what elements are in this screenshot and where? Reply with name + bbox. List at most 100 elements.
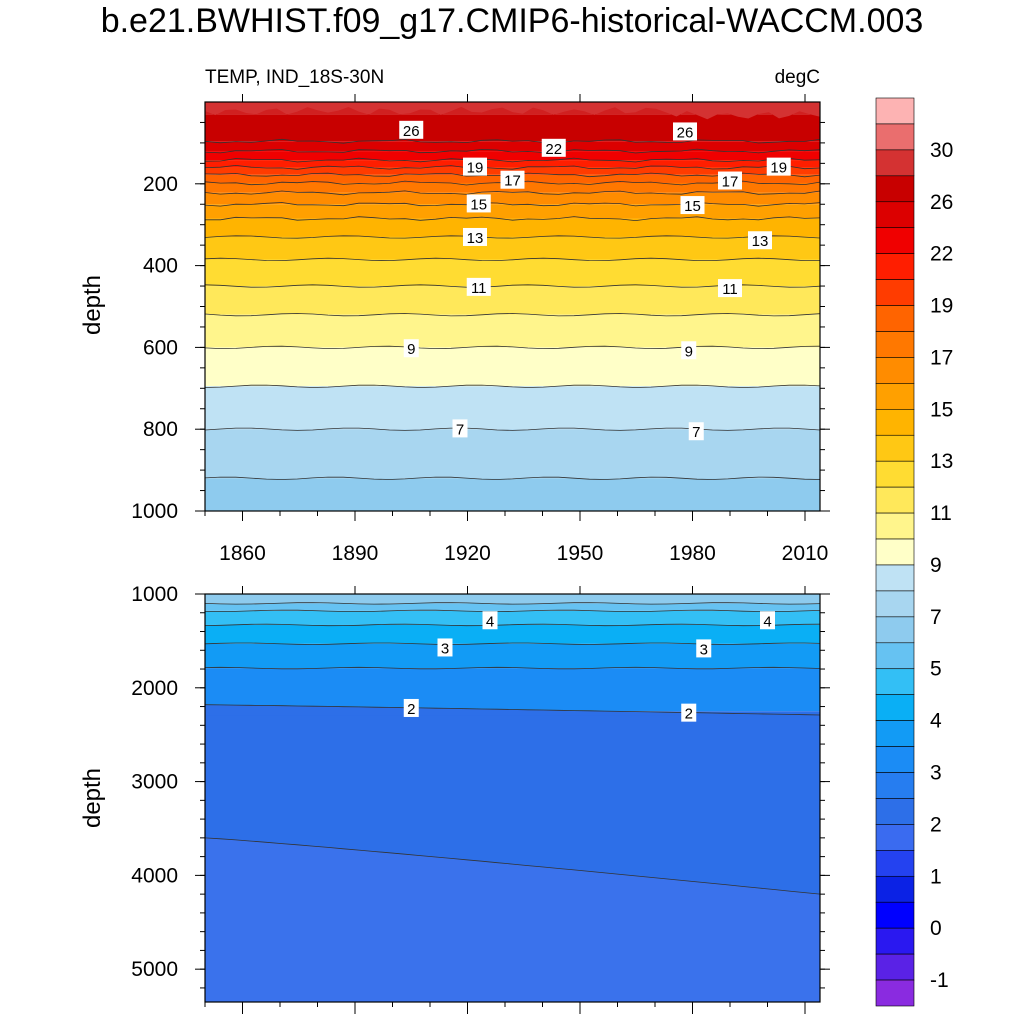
- contour-label-box: [696, 639, 712, 658]
- colorbar-swatch: [875, 927, 915, 955]
- contour-label: 4: [486, 613, 494, 630]
- colorbar-swatch: [875, 227, 915, 254]
- contour-label: 7: [456, 421, 464, 438]
- contour-label-box: [541, 138, 566, 157]
- contour-label: 13: [467, 230, 484, 247]
- upper-band: [205, 192, 820, 205]
- lower-band: [205, 603, 820, 611]
- colorbar-swatch: [875, 434, 915, 462]
- colorbar-swatch: [875, 642, 915, 670]
- colorbar-label: 1: [930, 865, 942, 888]
- contour-label-box: [463, 157, 487, 176]
- lower-plot-frame: [204, 593, 821, 1003]
- colorbar-swatch: [875, 798, 915, 825]
- contour-label-box: [403, 698, 419, 717]
- contour-label: 15: [684, 198, 701, 215]
- lower-contour-line: [204, 623, 821, 627]
- upper-contour-line: [204, 201, 821, 207]
- lower-band: [205, 594, 820, 604]
- colorbar-label: 2: [930, 813, 942, 836]
- x-tick-label: 1950: [557, 542, 604, 565]
- colorbar-swatch: [875, 694, 915, 721]
- upper-contour-line: [204, 384, 821, 388]
- colorbar-swatch: [875, 512, 915, 540]
- y-tick-label: 4000: [131, 864, 178, 887]
- upper-contour-line: [204, 284, 821, 288]
- upper-band: [205, 347, 820, 387]
- contour-label: 17: [722, 174, 739, 191]
- colorbar-swatch: [875, 486, 915, 514]
- lower-contour-line: [204, 704, 821, 716]
- y-tick-label: 5000: [131, 958, 178, 981]
- colorbar-label: 9: [930, 554, 942, 577]
- lower-band: [205, 610, 820, 625]
- colorbar-label: 15: [930, 398, 953, 421]
- contour-label: 26: [403, 123, 420, 140]
- x-tick-label: 2010: [782, 542, 829, 565]
- contour-label-box: [748, 231, 772, 250]
- lower-band: [205, 643, 820, 669]
- contour-label-box: [403, 339, 419, 358]
- y-tick-label: 400: [143, 255, 178, 278]
- upper-band: [205, 286, 820, 315]
- y-tick-label: 1000: [131, 583, 178, 606]
- colorbar-label: 17: [930, 346, 953, 369]
- lower-contour-line: [204, 666, 821, 670]
- colorbar-swatch: [875, 720, 915, 747]
- colorbar-swatch: [875, 409, 915, 436]
- upper-band: [205, 151, 820, 161]
- contour-label-box: [482, 611, 498, 630]
- upper-band: [205, 236, 820, 260]
- colorbar-swatch: [875, 97, 915, 125]
- upper-band: [205, 314, 820, 348]
- upper-contour-line: [204, 345, 821, 350]
- contour-label: 2: [685, 706, 693, 723]
- upper-contour-line: [204, 148, 821, 154]
- colorbar-swatch: [875, 123, 915, 151]
- lower-band: [205, 624, 820, 644]
- colorbar-label: 5: [930, 658, 942, 681]
- colorbar-swatch: [875, 953, 915, 981]
- contour-label-box: [766, 157, 791, 176]
- lower-contour-line: [204, 642, 821, 645]
- lower-y-axis-title: depth: [79, 768, 106, 828]
- upper-contour-line: [204, 235, 821, 239]
- contour-label-box: [688, 422, 704, 441]
- contour-label: 22: [545, 141, 562, 158]
- colorbar-swatch: [875, 616, 915, 644]
- contour-label: 9: [407, 341, 415, 358]
- colorbar-swatch: [875, 149, 915, 177]
- colorbar-swatch: [875, 460, 915, 488]
- colorbar-swatch: [875, 979, 915, 1007]
- y-tick-label: 600: [143, 336, 178, 359]
- contour-label: 19: [467, 160, 484, 177]
- upper-contour-line: [204, 138, 821, 144]
- upper-contour-line: [204, 257, 820, 262]
- upper-contour-line: [204, 427, 821, 431]
- contour-label: 11: [471, 280, 487, 297]
- y-tick-label: 800: [143, 418, 178, 441]
- colorbar-swatch: [875, 331, 915, 358]
- contour-label-box: [718, 171, 742, 190]
- colorbar-swatch: [875, 875, 915, 903]
- contour-label: 2: [407, 701, 415, 718]
- variable-region-label: TEMP, IND_18S-30N: [205, 67, 384, 88]
- upper-band: [205, 259, 820, 287]
- upper-contour-line: [204, 476, 821, 480]
- x-tick-label: 1890: [332, 542, 379, 565]
- colorbar-swatch: [875, 668, 915, 695]
- colorbar-swatch: [875, 850, 915, 877]
- colorbar-label: 26: [930, 191, 953, 214]
- lower-band: [205, 668, 820, 712]
- colorbar-swatch: [875, 253, 915, 280]
- contour-label: 15: [470, 196, 487, 213]
- lower-band: [205, 715, 820, 895]
- colorbar-swatch: [875, 201, 915, 229]
- colorbar-swatch: [875, 901, 915, 929]
- contour-label-box: [681, 703, 697, 722]
- colorbar-swatch: [875, 279, 915, 306]
- upper-band: [205, 141, 820, 152]
- y-tick-label: 3000: [131, 771, 178, 794]
- y-tick-label: 200: [143, 173, 178, 196]
